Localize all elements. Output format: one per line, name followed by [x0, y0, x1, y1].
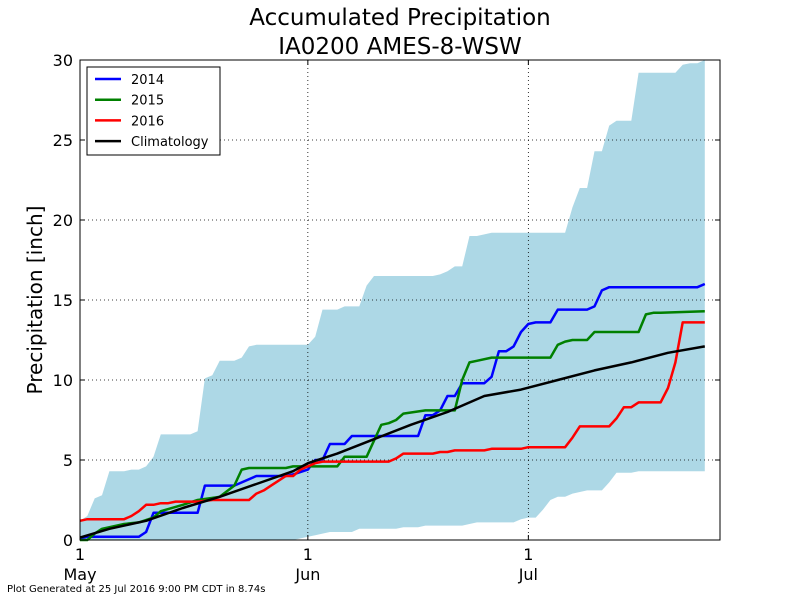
y-ticks: 0 5 10 15 20 25 30 [53, 51, 720, 550]
y-tick-label: 15 [53, 291, 73, 310]
legend-label-2015: 2015 [131, 94, 164, 109]
y-tick-label: 0 [63, 531, 73, 550]
legend-label-2016: 2016 [131, 114, 164, 129]
y-tick-label: 5 [63, 451, 73, 470]
chart-subtitle: IA0200 AMES-8-WSW [278, 34, 521, 60]
grid-layer [80, 60, 720, 540]
x-tick-label-day: 1 [523, 545, 533, 564]
y-tick-label: 30 [53, 51, 73, 70]
series-layer [79, 282, 706, 542]
chart-title: Accumulated Precipitation [249, 5, 551, 31]
x-tick-label-month: May [63, 565, 96, 584]
x-tick-label-day: 1 [75, 545, 85, 564]
legend-label-2014: 2014 [131, 73, 164, 88]
series-line-2016 [79, 321, 705, 523]
legend: 2014 2015 2016 Climatology [86, 66, 221, 156]
series-line-climatology [79, 345, 706, 539]
y-tick-label: 20 [53, 211, 73, 230]
y-tick-label: 10 [53, 371, 73, 390]
series-line-2015 [80, 309, 705, 542]
x-tick-label-month: Jun [294, 565, 320, 584]
x-tick-label-month: Jul [518, 565, 538, 584]
y-axis-label: Precipitation [inch] [23, 206, 47, 395]
series-line-2014 [79, 282, 706, 540]
plot-generated-footer: Plot Generated at 25 Jul 2016 9:00 PM CD… [7, 584, 266, 595]
legend-label-climatology: Climatology [131, 135, 209, 150]
y-tick-label: 25 [53, 131, 73, 150]
x-tick-label-day: 1 [303, 545, 313, 564]
